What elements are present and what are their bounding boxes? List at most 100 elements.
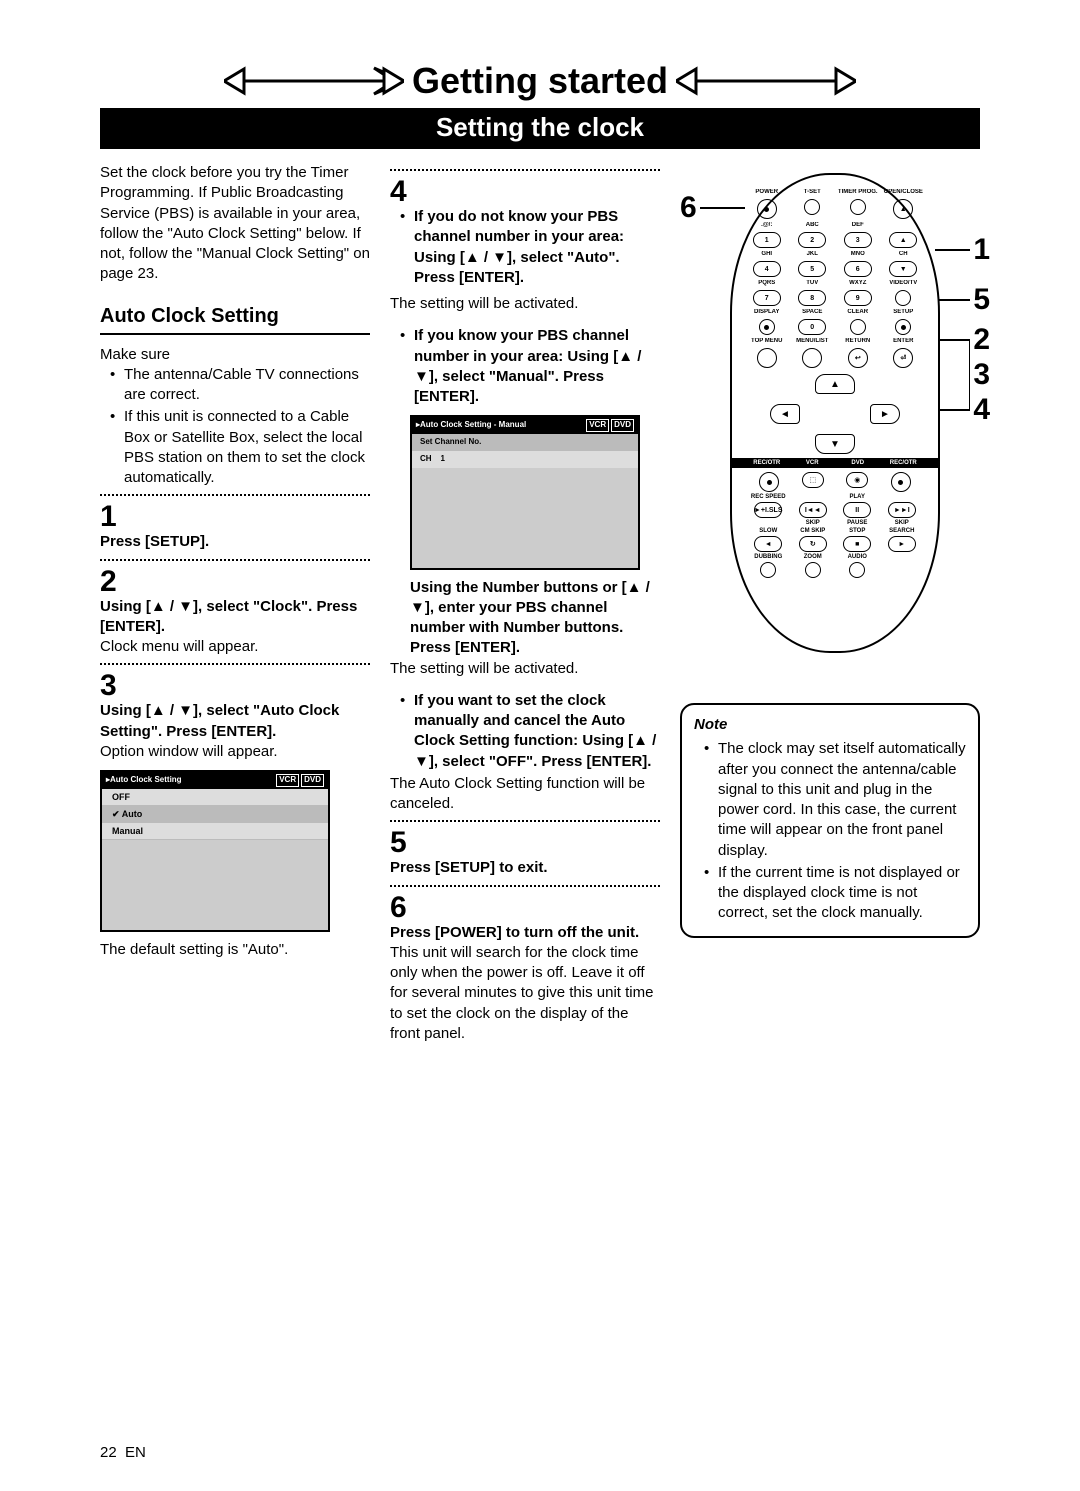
step-2-text: Clock menu will appear. xyxy=(100,637,370,657)
btn-label: VCR xyxy=(792,460,834,466)
dpad-left[interactable]: ◄ xyxy=(770,404,800,424)
arrow-right-deco xyxy=(676,66,856,96)
btn-label: ENTER xyxy=(883,338,925,345)
makesure-bullets: The antenna/Cable TV connections are cor… xyxy=(100,365,370,489)
num-3-button[interactable]: 3 xyxy=(844,232,872,248)
num-9-button[interactable]: 9 xyxy=(844,290,872,306)
tset-button[interactable] xyxy=(804,199,820,215)
recotr-vcr-button[interactable] xyxy=(759,472,779,492)
divider xyxy=(390,885,660,887)
callout-line xyxy=(935,339,970,341)
step-4-b1-bold: If you do not know your PBS channel numb… xyxy=(414,208,624,286)
btn-label: .@/: xyxy=(746,222,788,229)
divider xyxy=(100,494,370,496)
num-1-button[interactable]: 1 xyxy=(753,232,781,248)
num-8-button[interactable]: 8 xyxy=(798,290,826,306)
power-button[interactable] xyxy=(757,199,777,219)
btn-label: ZOOM xyxy=(793,554,834,560)
btn-label: PLAY xyxy=(837,494,878,500)
btn-label: SLOW xyxy=(748,528,789,534)
enter-button[interactable]: ⏎ xyxy=(893,348,913,368)
step-6-num: 6 xyxy=(390,893,660,923)
menulist-button[interactable] xyxy=(802,348,822,368)
skip-fwd-button[interactable]: ►►I xyxy=(888,502,916,518)
manual-clock-table: ▸ Auto Clock Setting - Manual VCR DVD Se… xyxy=(410,415,640,569)
clear-button[interactable] xyxy=(850,319,866,335)
step-5-bold: Press [SETUP] to exit. xyxy=(390,858,660,878)
dubbing-button[interactable] xyxy=(760,562,776,578)
slow-button[interactable]: ◄ xyxy=(754,536,782,552)
zoom-button[interactable] xyxy=(805,562,821,578)
step-4-bullet-4: If you want to set the clock manually an… xyxy=(404,691,660,772)
dpad-down[interactable]: ▼ xyxy=(815,434,855,454)
return-button[interactable]: ↩ xyxy=(848,348,868,368)
step-4-b3-bold: Using the Number buttons or [▲ / ▼], ent… xyxy=(390,578,660,659)
recotr-dvd-button[interactable] xyxy=(891,472,911,492)
callout-1: 1 xyxy=(973,233,990,267)
step-1-num: 1 xyxy=(100,502,370,532)
audio-button[interactable] xyxy=(849,562,865,578)
num-7-button[interactable]: 7 xyxy=(753,290,781,306)
dpad-up[interactable]: ▲ xyxy=(815,374,855,394)
btn-label: SKIP xyxy=(882,520,923,526)
search-button[interactable]: ► xyxy=(888,536,916,552)
table-title: Auto Clock Setting - Manual xyxy=(420,420,526,431)
note-title: Note xyxy=(694,715,966,735)
btn-label: REC/OTR xyxy=(746,460,788,466)
step-5-num: 5 xyxy=(390,828,660,858)
btn-label: ABC xyxy=(792,222,834,229)
btn-label xyxy=(882,494,923,500)
btn-label: SKIP xyxy=(793,520,834,526)
num-6-button[interactable]: 6 xyxy=(844,261,872,277)
step-1-bold: Press [SETUP]. xyxy=(100,532,370,552)
btn-label: TIMER PROG. xyxy=(837,189,879,196)
dvd-button[interactable]: ◉ xyxy=(846,472,868,488)
note-bullet-2: If the current time is not displayed or … xyxy=(708,863,966,924)
timerprog-button[interactable] xyxy=(850,199,866,215)
pause-button[interactable]: II xyxy=(843,502,871,518)
btn-label: PQRS xyxy=(746,280,788,287)
page-number: 22 EN xyxy=(100,1444,146,1461)
num-4-button[interactable]: 4 xyxy=(753,261,781,277)
table-row-off: OFF xyxy=(102,789,328,806)
intro-text: Set the clock before you try the Timer P… xyxy=(100,163,370,285)
num-0-button[interactable]: 0 xyxy=(798,319,826,335)
note-box: Note The clock may set itself automatica… xyxy=(680,703,980,938)
callout-2: 2 xyxy=(973,323,990,357)
recspeed-button[interactable]: ►+I.SLS xyxy=(754,502,782,518)
setup-button[interactable] xyxy=(895,319,911,335)
display-button[interactable] xyxy=(759,319,775,335)
dpad-right[interactable]: ► xyxy=(870,404,900,424)
openclose-button[interactable]: ▲ xyxy=(893,199,913,219)
videotv-button[interactable] xyxy=(895,290,911,306)
ch-down-button[interactable]: ▼ xyxy=(889,261,917,277)
skip-back-button[interactable]: I◄◄ xyxy=(799,502,827,518)
table-row-auto-label: Auto xyxy=(122,809,143,819)
callout-3: 3 xyxy=(973,358,990,392)
page-num: 22 xyxy=(100,1444,117,1461)
ch-up-button[interactable]: ▲ xyxy=(889,232,917,248)
column-1: Set the clock before you try the Timer P… xyxy=(100,163,370,1044)
page-lang: EN xyxy=(125,1444,146,1461)
divider xyxy=(100,559,370,561)
makesure-label: Make sure xyxy=(100,345,370,365)
step-2-bold: Using [▲ / ▼], select "Clock". Press [EN… xyxy=(100,597,370,638)
step-4-b2-bold: If you know your PBS channel number in y… xyxy=(414,327,641,405)
section-banner: Setting the clock xyxy=(100,108,980,149)
divider xyxy=(390,169,660,171)
step-4-num: 4 xyxy=(390,177,660,207)
stop-button[interactable]: ■ xyxy=(843,536,871,552)
num-2-button[interactable]: 2 xyxy=(798,232,826,248)
cmskip-button[interactable]: ↻ xyxy=(799,536,827,552)
table-row-setchannel: Set Channel No. xyxy=(412,434,638,451)
vcr-button[interactable]: ⬚ xyxy=(802,472,824,488)
remote-body: POWER T-SET TIMER PROG. OPEN/CLOSE ▲ .@/… xyxy=(730,173,940,653)
btn-label: MENU/LIST xyxy=(792,338,834,345)
btn-label: STOP xyxy=(837,528,878,534)
topmenu-button[interactable] xyxy=(757,348,777,368)
dpad: ▲ ▼ ◄ ► xyxy=(770,374,900,454)
btn-label: REC SPEED xyxy=(748,494,789,500)
btn-label: REC/OTR xyxy=(883,460,925,466)
btn-label: TOP MENU xyxy=(746,338,788,345)
num-5-button[interactable]: 5 xyxy=(798,261,826,277)
